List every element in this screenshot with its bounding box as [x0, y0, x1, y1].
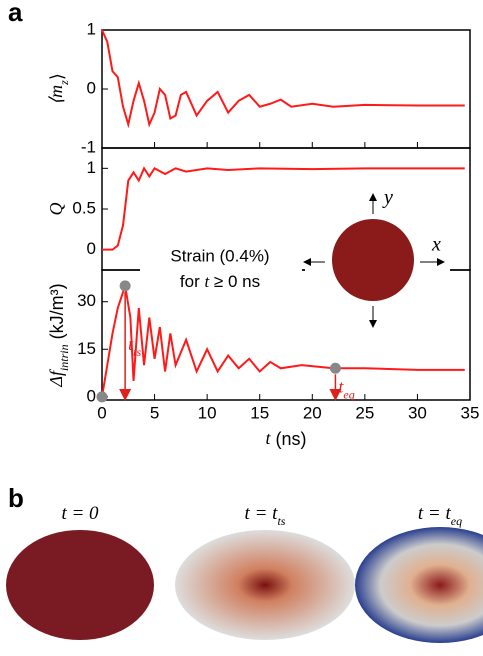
- axis-name: x: [431, 234, 441, 256]
- spin-texture: [355, 527, 483, 643]
- x-axis-label: t (ns): [265, 428, 306, 449]
- text-part: eq: [343, 387, 354, 401]
- text-part: t: [204, 272, 210, 291]
- text-part: intrin: [57, 344, 71, 371]
- x-tick-label: 25: [355, 403, 374, 422]
- y-tick-label: 0: [87, 78, 96, 97]
- x-tick-label: 0: [97, 403, 106, 422]
- text-part: t: [265, 428, 271, 448]
- snapshot-title: t = 0: [61, 503, 99, 524]
- text-part: t = t: [245, 503, 279, 524]
- text-part: ts: [277, 514, 285, 528]
- x-tick-label: 10: [198, 403, 217, 422]
- marker-point: [119, 280, 131, 292]
- text-part: t = t: [418, 503, 452, 524]
- text-part: t: [338, 376, 344, 396]
- strain-label: Strain (0.4%): [170, 246, 269, 265]
- data-line: [102, 166, 465, 251]
- panel-label: b: [8, 483, 24, 513]
- panel-label: a: [8, 0, 23, 27]
- x-tick-label: 20: [303, 403, 322, 422]
- y-tick-label: -1: [81, 137, 96, 156]
- y-tick-label: 30: [77, 291, 96, 310]
- text-part: t: [128, 334, 134, 354]
- text-part: ⟩: [47, 73, 67, 80]
- x-tick-label: 30: [408, 403, 427, 422]
- disk: [332, 219, 414, 301]
- text-part: eq: [451, 514, 462, 528]
- text-part: ts: [133, 345, 141, 359]
- text-part: for: [180, 272, 205, 291]
- text-part: t = 0: [61, 503, 99, 524]
- text-part: ⟨m: [46, 85, 66, 105]
- data-line: [101, 285, 465, 397]
- y-axis-label: Q: [46, 203, 66, 216]
- y-tick-label: 0: [87, 386, 96, 405]
- snapshot-title: t = teq: [418, 503, 462, 527]
- marker-point: [329, 362, 341, 374]
- y-tick-label: 0: [87, 239, 96, 258]
- y-tick-label: 1: [87, 158, 96, 177]
- text-part: ≥ 0 ns: [209, 272, 260, 291]
- label-backdrop: [140, 240, 302, 300]
- y-axis-label: Δfintrin (kJ/m³): [46, 283, 71, 387]
- text-part: Δf: [46, 368, 66, 388]
- x-tick-label: 35: [461, 403, 480, 422]
- data-line: [101, 29, 465, 129]
- spin-texture: [175, 530, 355, 640]
- marker-point: [96, 391, 108, 403]
- annotation: tts: [128, 334, 141, 359]
- y-tick-label: 1: [87, 19, 96, 38]
- snapshot-title: t = tts: [245, 503, 286, 527]
- text-part: z: [57, 80, 71, 86]
- text-part: (kJ/m³): [47, 283, 67, 344]
- x-tick-label: 15: [250, 403, 269, 422]
- axis-name: y: [382, 187, 393, 209]
- y-tick-label: 15: [77, 339, 96, 358]
- annotation: teq: [338, 376, 354, 401]
- spin-texture: [6, 530, 154, 640]
- text-part: (ns): [271, 429, 307, 449]
- text-part: Q: [46, 203, 66, 216]
- plot-frame: [101, 29, 471, 149]
- x-tick-label: 5: [150, 403, 159, 422]
- y-tick-label: 0.5: [72, 198, 96, 217]
- y-axis-label: ⟨mz⟩: [46, 73, 71, 105]
- strain-condition: for t ≥ 0 ns: [180, 272, 260, 292]
